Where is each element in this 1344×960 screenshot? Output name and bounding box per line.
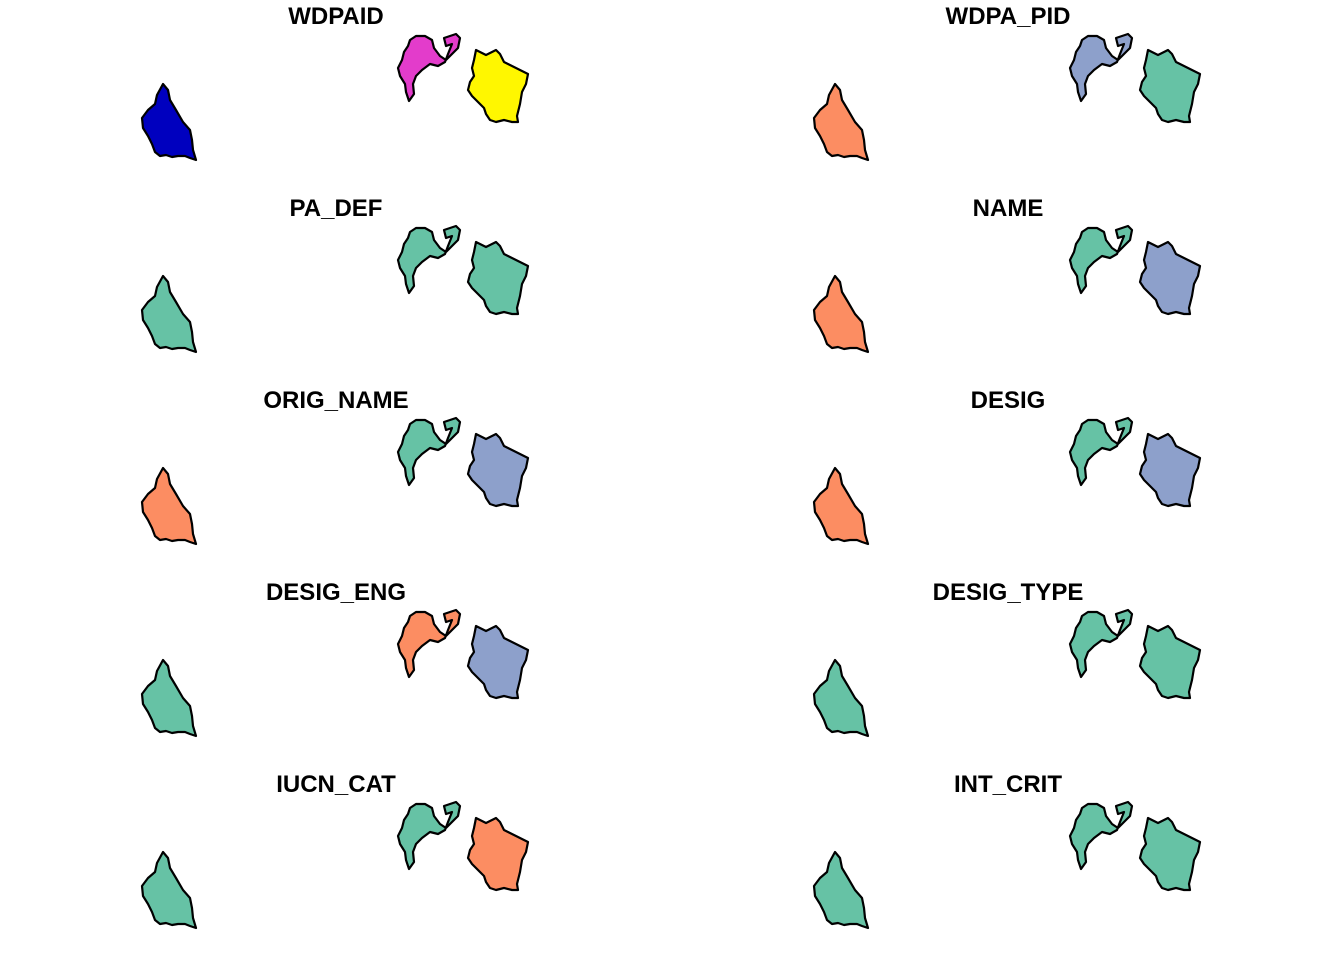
region-mid xyxy=(396,416,462,487)
region-left xyxy=(140,850,198,930)
panel-int-crit: INT_CRIT xyxy=(812,771,1202,930)
panel-pa-def: PA_DEF xyxy=(140,195,530,354)
panel-desig-type: DESIG_TYPE xyxy=(812,579,1202,738)
panel-name: NAME xyxy=(812,195,1202,354)
region-left xyxy=(140,274,198,354)
panel-title: DESIG xyxy=(971,387,1046,414)
region-left xyxy=(140,82,198,162)
region-left xyxy=(812,850,870,930)
region-right xyxy=(466,816,530,892)
panel-title: DESIG_TYPE xyxy=(933,579,1084,606)
panel-title: INT_CRIT xyxy=(954,771,1062,798)
region-right xyxy=(1138,432,1202,508)
panel-title: ORIG_NAME xyxy=(263,387,408,414)
region-right xyxy=(466,624,530,700)
panel-wdpaid: WDPAID xyxy=(140,3,530,162)
region-right xyxy=(466,48,530,124)
region-left xyxy=(140,466,198,546)
region-mid xyxy=(396,32,462,103)
panel-orig-name: ORIG_NAME xyxy=(140,387,530,546)
region-left xyxy=(812,274,870,354)
panel-title: WDPA_PID xyxy=(946,3,1071,30)
panel-title: PA_DEF xyxy=(290,195,383,222)
region-mid xyxy=(1068,32,1134,103)
panel-desig: DESIG xyxy=(812,387,1202,546)
region-mid xyxy=(1068,224,1134,295)
region-left xyxy=(812,658,870,738)
region-mid xyxy=(396,800,462,871)
region-left xyxy=(812,466,870,546)
region-left xyxy=(812,82,870,162)
region-right xyxy=(1138,240,1202,316)
region-mid xyxy=(396,608,462,679)
region-right xyxy=(1138,48,1202,124)
panel-wdpa-pid: WDPA_PID xyxy=(812,3,1202,162)
panel-title: DESIG_ENG xyxy=(266,579,406,606)
region-right xyxy=(1138,624,1202,700)
region-right xyxy=(466,432,530,508)
panel-desig-eng: DESIG_ENG xyxy=(140,579,530,738)
panel-iucn-cat: IUCN_CAT xyxy=(140,771,530,930)
panel-title: WDPAID xyxy=(288,3,384,30)
region-right xyxy=(1138,816,1202,892)
panel-title: IUCN_CAT xyxy=(276,771,396,798)
region-mid xyxy=(396,224,462,295)
region-mid xyxy=(1068,416,1134,487)
region-right xyxy=(466,240,530,316)
panel-title: NAME xyxy=(973,195,1044,222)
region-mid xyxy=(1068,608,1134,679)
region-left xyxy=(140,658,198,738)
region-mid xyxy=(1068,800,1134,871)
